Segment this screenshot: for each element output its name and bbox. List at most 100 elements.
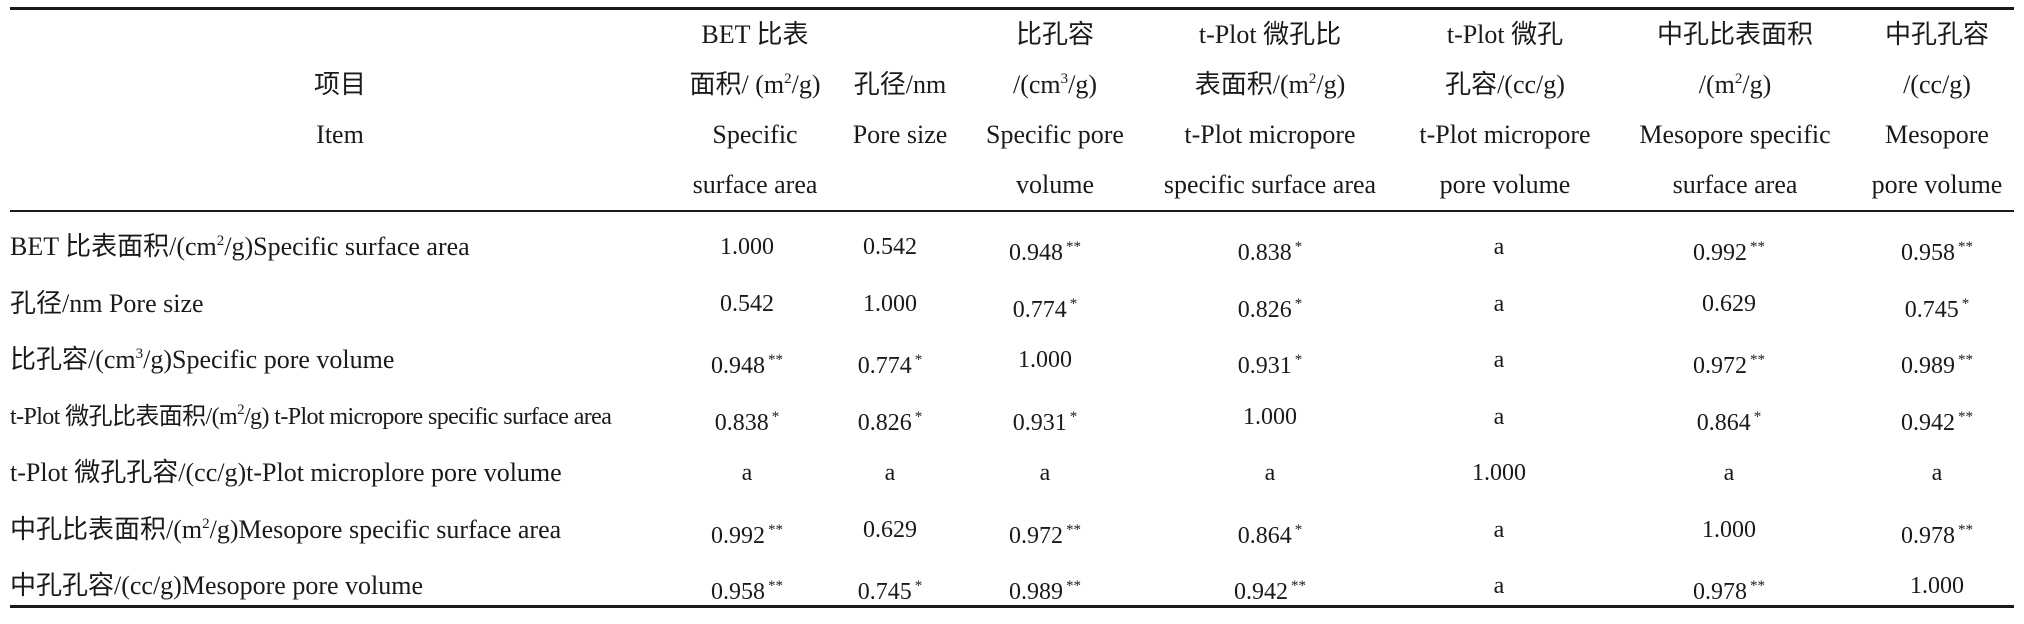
significance-mark: *: [1069, 295, 1078, 312]
header-pore-size: 孔径/nm Pore size: [845, 7, 955, 210]
significance-mark: **: [1750, 578, 1765, 594]
header-pore-line: 孔径/nm: [853, 70, 947, 99]
significance-mark: *: [1069, 408, 1078, 425]
cell-value: 0.978: [1901, 522, 1955, 549]
header-mesopore-ssa: 中孔比表面积 /(m2/g) Mesopore specific surface…: [1630, 7, 1840, 210]
table-cell: 1.000: [835, 276, 945, 332]
table-row: t-Plot 微孔孔容/(cc/g)t-Plot microplore pore…: [10, 445, 2014, 501]
significance-mark: *: [1294, 521, 1303, 538]
cell-value: 0.774: [1012, 296, 1067, 323]
table-cell: 0.931 *: [960, 389, 1130, 445]
table-cell: 0.948 **: [662, 332, 832, 388]
cell-value: 0.745: [1904, 296, 1959, 323]
significance-mark: **: [1066, 578, 1081, 594]
table-cell: 0.958 **: [1862, 219, 2012, 275]
header-mpv-line: pore volume: [1871, 170, 2003, 199]
significance-mark: *: [1961, 295, 1970, 312]
cell-value: a: [1493, 516, 1505, 543]
significance-mark: **: [1291, 578, 1306, 594]
table-row: t-Plot 微孔比表面积/(m2/g) t-Plot micropore sp…: [10, 389, 2014, 445]
table-cell: 0.978 **: [1862, 502, 2012, 558]
table-cell: a: [1150, 445, 1390, 501]
table-cell: 0.948 **: [960, 219, 1130, 275]
significance-mark: *: [1294, 352, 1303, 368]
cell-value: 0.948: [711, 353, 765, 379]
cell-value: 1.000: [1243, 403, 1297, 430]
header-spv-unit: /(cm3/g): [1012, 70, 1098, 99]
table-cell: 1.000: [1399, 445, 1599, 501]
table-cell: 0.826 *: [835, 389, 945, 445]
header-spv-line: Specific pore: [986, 120, 1124, 149]
cell-value: 0.942: [1234, 579, 1288, 605]
cell-value: 0.989: [1009, 579, 1063, 605]
table-cell: 0.992 **: [1624, 219, 1834, 275]
cell-value: 0.992: [711, 522, 765, 549]
cell-value: a: [884, 460, 896, 486]
header-mssa-line: 中孔比表面积: [1656, 20, 1813, 49]
table-cell: 0.978 **: [1624, 558, 1834, 614]
table-cell: 0.864 *: [1150, 502, 1390, 558]
cell-value: 1.000: [1472, 460, 1526, 486]
table-cell: 0.942 **: [1150, 558, 1390, 614]
cell-value: 1.000: [720, 234, 774, 260]
table-cell: 0.542: [835, 219, 945, 275]
cell-value: 0.838: [714, 409, 769, 436]
cell-value: 1.000: [1018, 347, 1072, 373]
cell-value: a: [1493, 403, 1505, 430]
table-cell: a: [835, 445, 945, 501]
significance-mark: **: [1958, 521, 1973, 538]
table-top-rule: [10, 7, 2014, 10]
cell-value: 0.629: [863, 516, 917, 543]
row-label: 中孔比表面积/(m2/g)Mesopore specific surface a…: [10, 514, 562, 544]
table-cell: 0.958 **: [662, 558, 832, 614]
header-spv-line: volume: [1016, 170, 1094, 199]
table-cell: a: [1399, 332, 1599, 388]
cell-value: a: [1264, 460, 1276, 486]
header-mpv-line: 中孔孔容: [1884, 20, 1989, 49]
cell-value: 0.774: [857, 353, 912, 379]
cell-value: 0.629: [1702, 290, 1756, 317]
table-cell: a: [1399, 558, 1599, 614]
header-bet: BET 比表 面积/ (m2/g) Specific surface area: [670, 7, 840, 210]
header-item-zh: 项目: [313, 70, 366, 99]
cell-value: a: [1039, 460, 1051, 486]
header-bet-line: surface area: [692, 170, 818, 199]
cell-value: 0.838: [1237, 240, 1292, 266]
cell-value: 0.948: [1009, 240, 1063, 266]
header-bet-line: BET 比表: [701, 20, 809, 49]
table-cell: 1.000: [1624, 502, 1834, 558]
cell-value: 0.745: [857, 579, 912, 605]
significance-mark: *: [914, 578, 923, 594]
row-label: 孔径/nm Pore size: [10, 288, 204, 318]
header-item-en: Item: [316, 120, 364, 149]
significance-mark: **: [1958, 352, 1973, 368]
significance-mark: *: [771, 408, 780, 425]
table-cell: 0.745 *: [1862, 276, 2012, 332]
table-cell: 1.000: [662, 219, 832, 275]
cell-value: 1.000: [1910, 573, 1964, 599]
table-cell: 0.826 *: [1150, 276, 1390, 332]
cell-value: 0.826: [857, 409, 912, 436]
significance-mark: *: [1294, 295, 1303, 312]
table-cell: a: [1624, 445, 1834, 501]
cell-value: 0.972: [1009, 522, 1063, 549]
table-cell: a: [960, 445, 1130, 501]
header-pore-line: Pore size: [852, 120, 948, 149]
cell-value: a: [1493, 347, 1505, 373]
table-bottom-rule: [10, 605, 2014, 608]
header-item: 项目 Item: [230, 7, 450, 210]
cell-value: a: [1931, 460, 1943, 486]
header-mssa-line: Mesopore specific: [1639, 120, 1831, 149]
significance-mark: **: [1750, 239, 1765, 255]
cell-value: 0.931: [1237, 353, 1292, 379]
cell-value: 0.958: [711, 579, 765, 605]
cell-value: a: [1493, 234, 1505, 260]
table-row: 比孔容/(cm3/g)Specific pore volume 0.948 ** 0.…: [10, 332, 2014, 388]
significance-mark: **: [1958, 239, 1973, 255]
table-cell: a: [662, 445, 832, 501]
table-cell: 0.989 **: [960, 558, 1130, 614]
cell-value: 0.864: [1237, 522, 1292, 549]
significance-mark: *: [1294, 239, 1303, 255]
cell-value: 0.958: [1901, 240, 1955, 266]
cell-value: 0.972: [1693, 353, 1747, 379]
